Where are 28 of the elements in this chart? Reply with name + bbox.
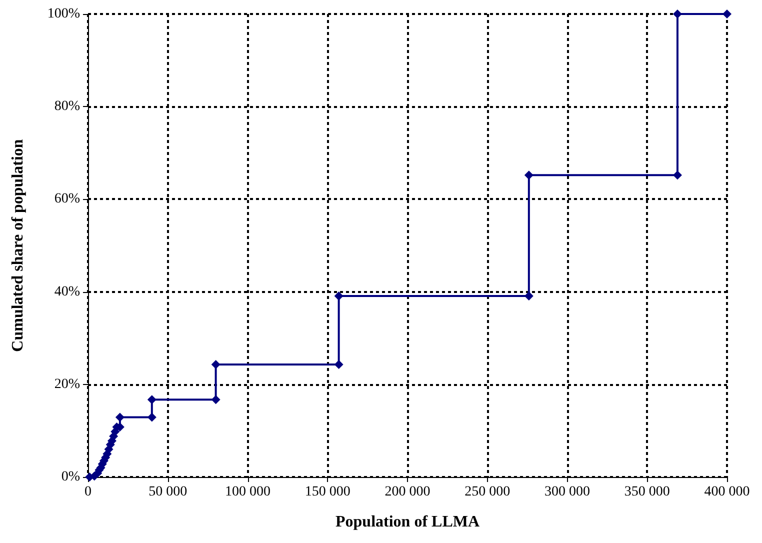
point	[147, 395, 156, 404]
x-tick-label: 200 000	[384, 484, 430, 500]
y-axis-title: Cumulated share of population	[10, 139, 26, 352]
point	[672, 10, 682, 18]
x-tick-label: 50 000	[148, 484, 188, 500]
point	[672, 170, 682, 180]
point	[211, 360, 220, 369]
y-tick-label: 60%	[54, 192, 80, 207]
x-tick-label: 300 000	[544, 484, 590, 500]
point	[722, 10, 732, 18]
point	[524, 170, 534, 180]
y-tick-label: 40%	[54, 284, 80, 300]
point	[211, 395, 220, 404]
y-tick-label: 0%	[61, 470, 80, 484]
x-tick-label: 400 000	[704, 484, 750, 500]
point	[334, 291, 344, 300]
x-tick-label: 100 000	[225, 484, 270, 500]
y-tick-label: 20%	[54, 376, 80, 392]
x-tick-label: 350 000	[624, 484, 670, 500]
y-tick-label: 80%	[54, 99, 80, 114]
x-tick-label: 250 000	[464, 484, 510, 500]
x-axis-title: Population of LLMA	[335, 514, 480, 530]
point	[334, 360, 344, 369]
y-tick-label: 100%	[47, 6, 80, 22]
point	[115, 412, 124, 422]
x-tick-label: 150 000	[304, 484, 350, 500]
point	[147, 412, 156, 422]
x-tick-label: 0	[84, 484, 92, 500]
